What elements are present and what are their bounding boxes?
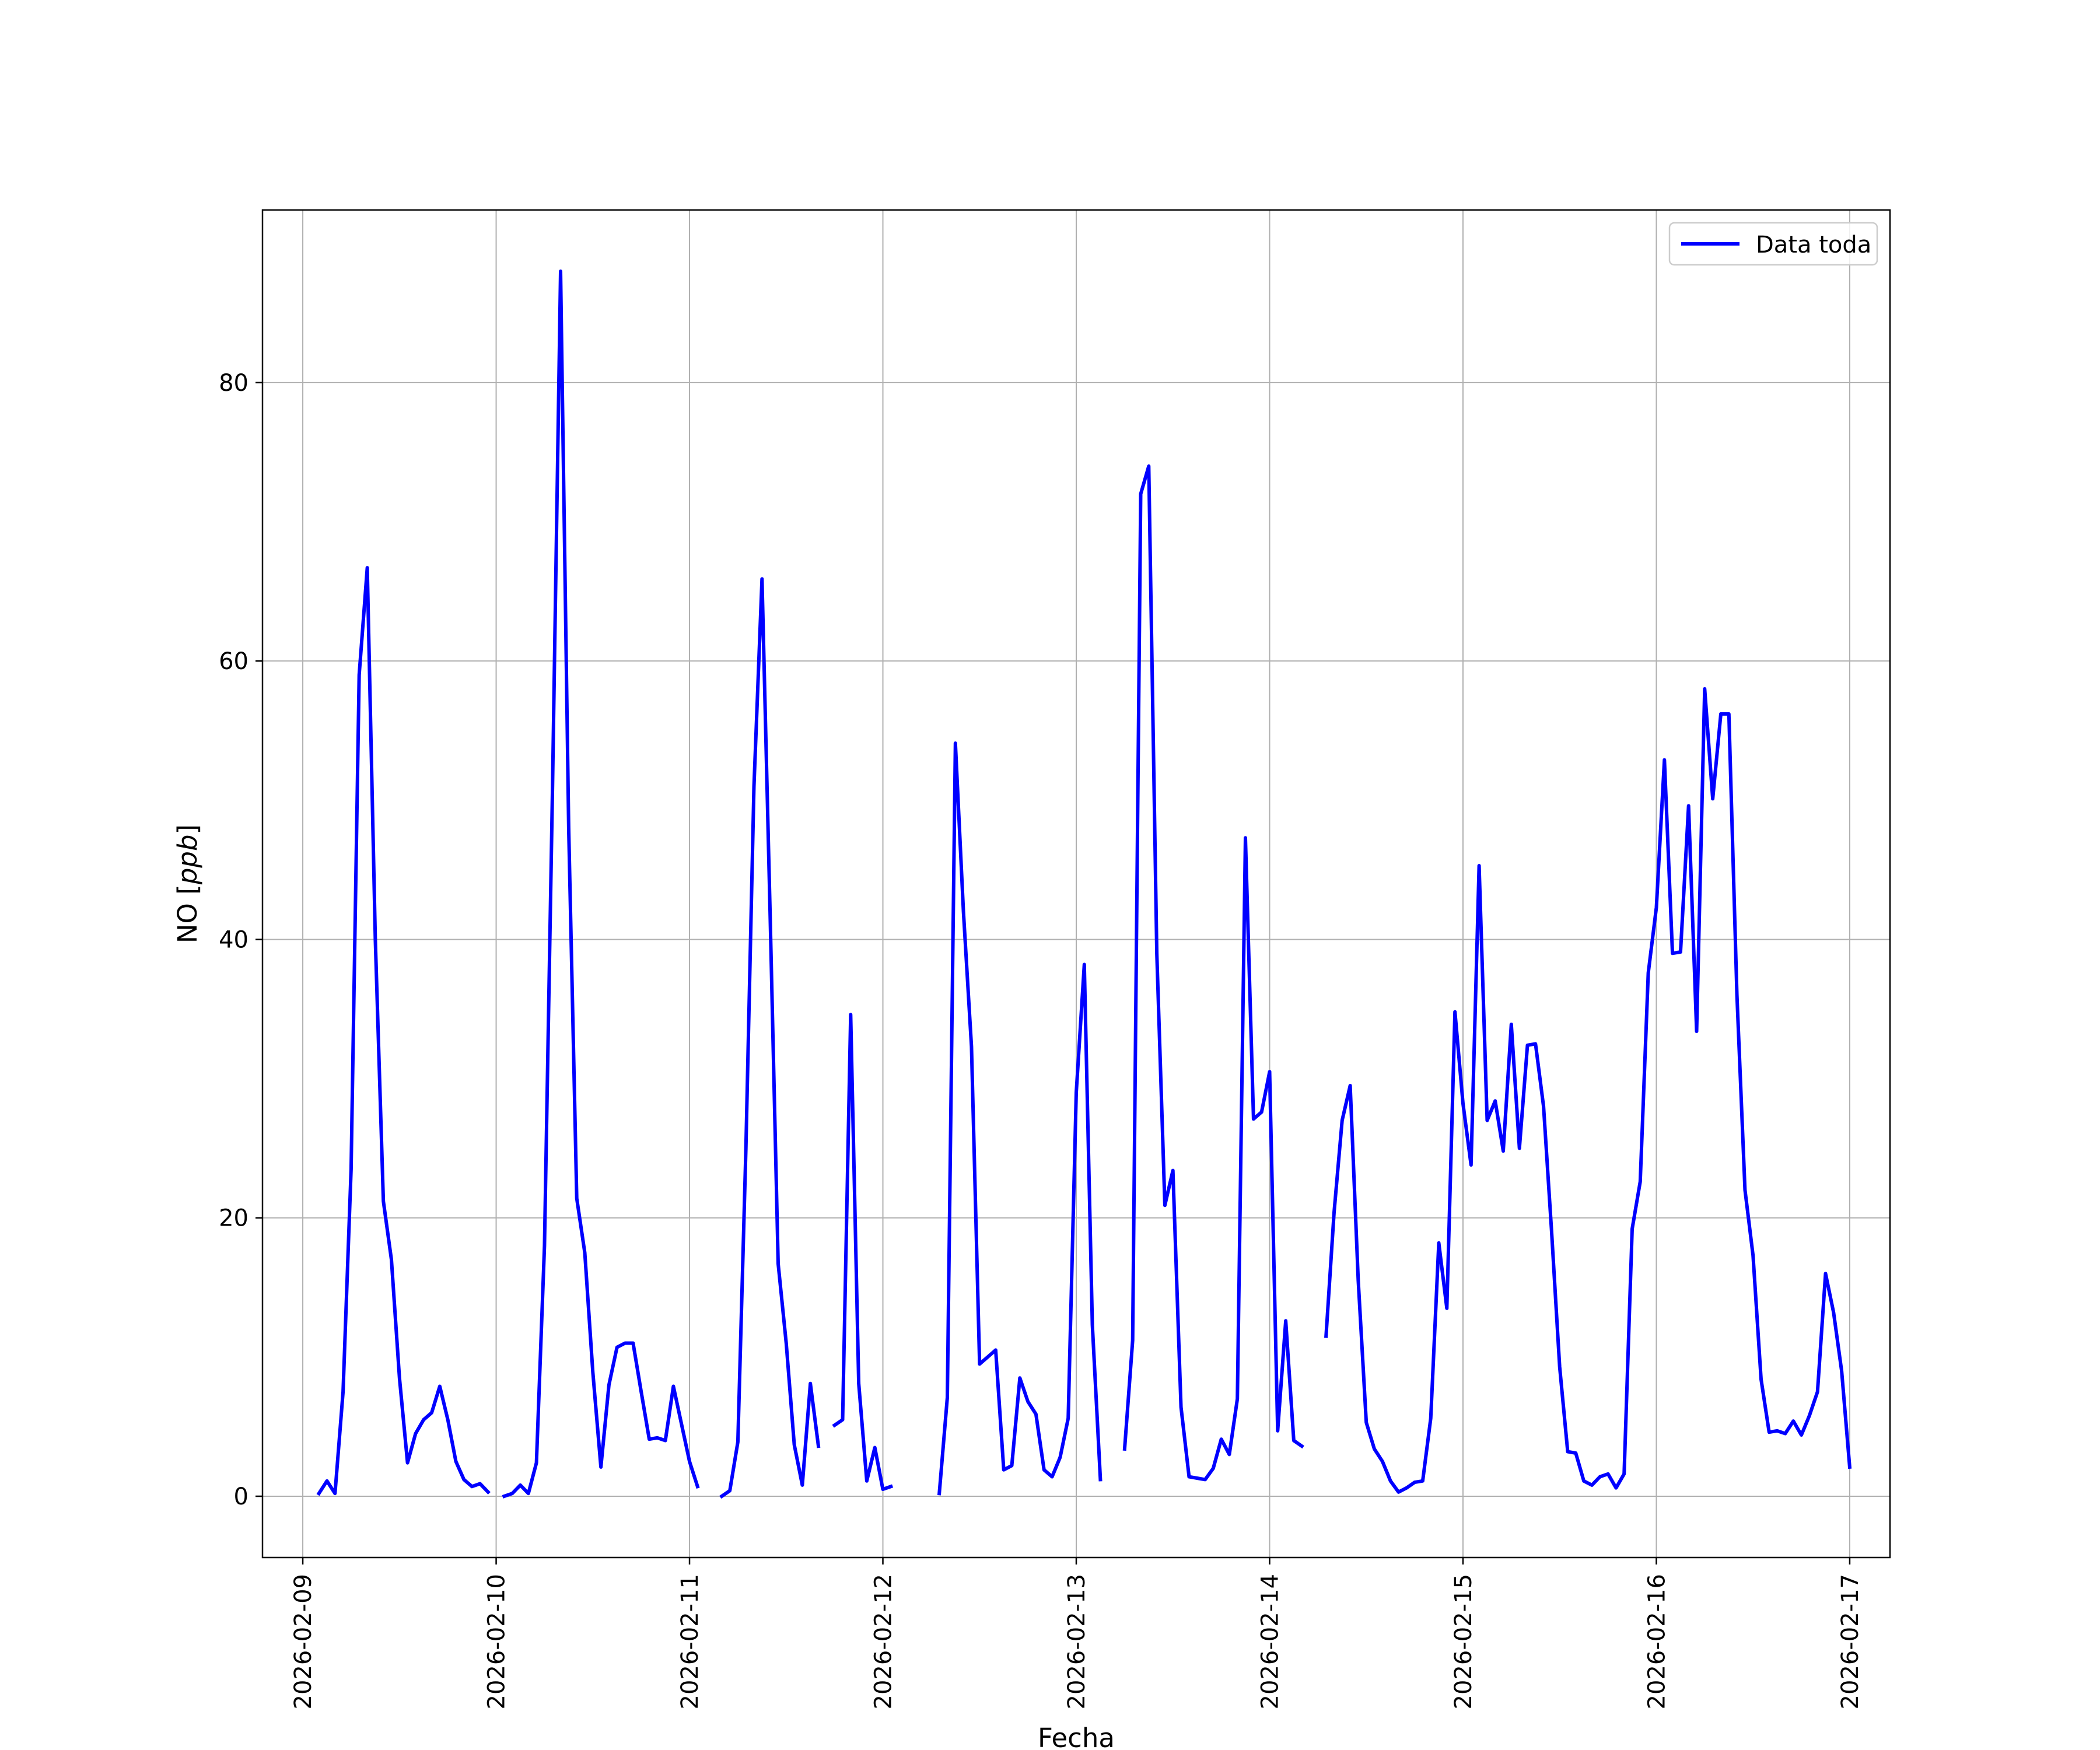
x-axis-label: Fecha <box>1038 1723 1115 1750</box>
x-tick-label: 2026-02-17 <box>1837 1574 1864 1709</box>
x-tick-label: 2026-02-13 <box>1063 1574 1090 1709</box>
y-axis-label: NO [ppb] <box>172 824 203 943</box>
legend-entry-label: Data toda <box>1756 232 1871 258</box>
x-tick-label: 2026-02-09 <box>290 1574 317 1709</box>
y-tick-label: 0 <box>234 1483 249 1510</box>
series-layer <box>316 270 1852 1499</box>
y-axis: 0 20 40 60 80 <box>219 370 262 1510</box>
x-tick-label: 2026-02-14 <box>1256 1574 1283 1709</box>
x-tick-label: 2026-02-12 <box>870 1574 897 1709</box>
y-axis-label-end: ] <box>172 824 203 835</box>
x-tick-label: 2026-02-16 <box>1643 1574 1670 1709</box>
legend: Data toda <box>1668 222 1878 266</box>
y-tick-label: 80 <box>219 370 249 397</box>
y-tick-label: 20 <box>219 1205 249 1232</box>
legend-box <box>1668 222 1878 266</box>
series-line-segment <box>316 566 491 1496</box>
y-axis-label-main: NO [ <box>172 884 203 943</box>
y-axis-label-unit: ppb <box>172 834 203 885</box>
series-line-segment <box>502 270 700 1499</box>
series-line-segment <box>937 741 1102 1496</box>
grid <box>262 210 1890 1558</box>
series-line-segment <box>1122 464 1304 1482</box>
x-axis: 2026-02-09 2026-02-10 2026-02-11 2026-02-12… <box>290 1558 1864 1709</box>
x-tick-label: 2026-02-10 <box>484 1574 510 1709</box>
y-tick-label: 60 <box>219 648 249 675</box>
series-line-segment <box>1324 687 1852 1494</box>
y-tick-label: 40 <box>219 926 249 953</box>
x-tick-label: 2026-02-11 <box>677 1574 704 1709</box>
series-line-segment <box>719 577 821 1499</box>
series-line-segment <box>832 1013 894 1492</box>
x-tick-label: 2026-02-15 <box>1450 1574 1477 1709</box>
